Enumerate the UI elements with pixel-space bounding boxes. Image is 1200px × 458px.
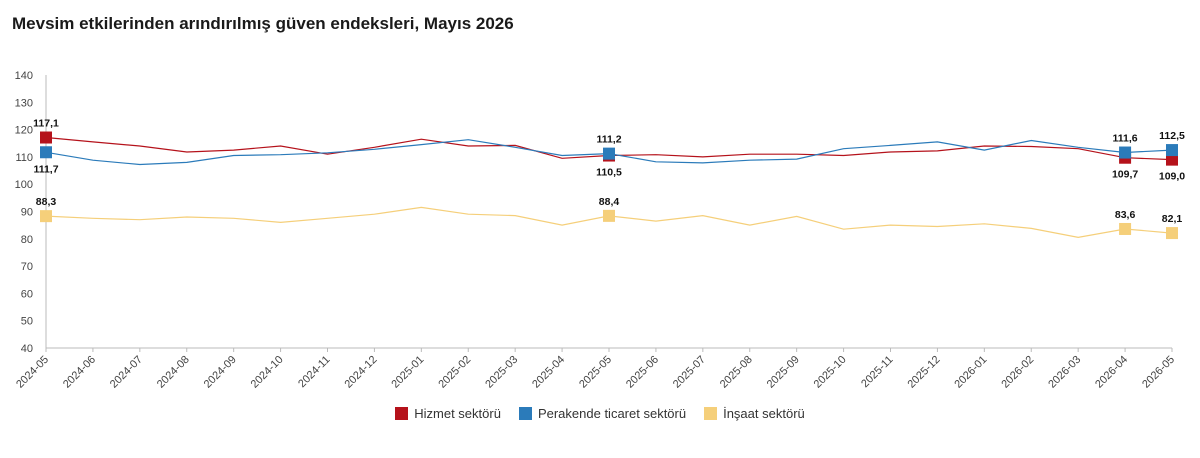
y-tick-label: 110 <box>15 152 33 164</box>
legend-swatch <box>704 407 718 420</box>
x-tick-label: 2024-05 <box>14 354 51 391</box>
x-tick-label: 2026-05 <box>1140 354 1177 391</box>
series-marker-1 <box>40 131 52 144</box>
series-marker-3 <box>40 210 52 223</box>
x-tick-label: 2025-06 <box>624 354 661 391</box>
x-tick-label: 2025-10 <box>812 354 849 391</box>
y-tick-label: 100 <box>15 179 33 191</box>
y-tick-label: 50 <box>21 316 33 328</box>
x-tick-label: 2026-01 <box>952 354 989 391</box>
y-tick-label: 130 <box>15 97 33 109</box>
y-tick-label: 60 <box>21 288 33 300</box>
series-marker-2 <box>603 147 615 160</box>
series-marker-3 <box>1166 227 1178 240</box>
x-tick-label: 2024-10 <box>249 354 286 391</box>
series-marker-2 <box>40 146 52 159</box>
series-marker-3 <box>603 209 615 222</box>
x-tick-label: 2024-11 <box>296 354 332 390</box>
data-label: 110,5 <box>596 167 622 179</box>
x-tick-label: 2024-06 <box>61 354 98 391</box>
x-tick-label: 2025-03 <box>483 354 520 391</box>
x-tick-label: 2025-11 <box>859 354 895 390</box>
x-tick-label: 2026-04 <box>1093 354 1130 391</box>
data-label: 111,7 <box>33 163 58 175</box>
data-label: 88,3 <box>36 196 57 208</box>
y-tick-label: 40 <box>21 343 33 355</box>
data-label: 83,6 <box>1115 209 1136 221</box>
y-tick-label: 80 <box>21 234 33 246</box>
data-label: 117,1 <box>33 118 59 130</box>
data-label: 111,6 <box>1113 133 1138 145</box>
series-layer <box>40 131 1178 240</box>
series-marker-2 <box>1119 146 1132 159</box>
data-label: 112,5 <box>1159 130 1185 142</box>
y-tick-label: 90 <box>21 207 33 219</box>
x-tick-label: 2024-08 <box>155 354 192 391</box>
x-tick-label: 2025-09 <box>765 354 802 391</box>
series-marker-3 <box>1119 222 1132 235</box>
x-tick-label: 2026-03 <box>1046 354 1083 391</box>
x-tick-label: 2025-12 <box>906 354 943 391</box>
x-tick-label: 2024-07 <box>108 354 145 391</box>
data-label-layer: 117,1 110,5 109,7 109,0 111,7 111,2 111,6 112,5… <box>33 118 1185 226</box>
x-tick-label: 2025-02 <box>436 354 473 391</box>
chart-title: Mevsim etkilerinden arındırılmış güven e… <box>12 14 514 33</box>
series-marker-2 <box>1166 144 1178 157</box>
x-axis: 2024-05 2024-06 2024-07 2024-08 2024-09 2024-… <box>14 347 1177 391</box>
x-tick-label: 2025-01 <box>389 354 426 391</box>
legend: Hizmet sektörü Perakende ticaret sektörü İ… <box>0 406 1200 421</box>
series-marker-1 <box>1166 153 1178 166</box>
legend-label: Hizmet sektörü <box>414 406 501 421</box>
x-tick-label: 2025-07 <box>671 354 708 391</box>
y-tick-label: 70 <box>21 261 33 273</box>
legend-swatch <box>395 407 409 420</box>
legend-swatch <box>518 407 532 420</box>
legend-item[interactable]: Hizmet sektörü <box>395 406 501 421</box>
data-label: 109,0 <box>1159 171 1185 183</box>
x-tick-label: 2026-02 <box>999 354 1036 391</box>
legend-item[interactable]: İnşaat sektörü <box>704 406 805 421</box>
data-label: 82,1 <box>1162 213 1183 225</box>
x-tick-label: 2024-12 <box>343 354 380 391</box>
y-tick-label: 120 <box>15 125 33 137</box>
legend-label: Perakende ticaret sektörü <box>537 406 687 421</box>
data-label: 111,2 <box>596 134 621 146</box>
x-tick-label: 2025-05 <box>577 354 614 391</box>
y-tick-label: 140 <box>15 70 33 82</box>
x-tick-label: 2025-08 <box>718 354 755 391</box>
x-tick-label: 2024-09 <box>202 354 239 391</box>
x-tick-label: 2025-04 <box>530 354 567 391</box>
data-label: 88,4 <box>599 196 620 208</box>
data-label: 109,7 <box>1112 169 1138 181</box>
legend-label: İnşaat sektörü <box>723 406 805 421</box>
legend-item[interactable]: Perakende ticaret sektörü <box>518 406 687 421</box>
